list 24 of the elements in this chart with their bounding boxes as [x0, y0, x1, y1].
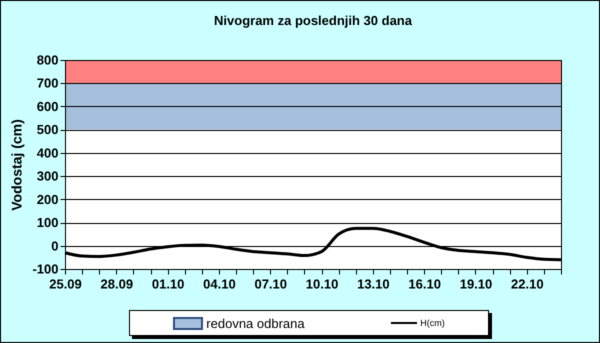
x-tick-label: 22.10 [511, 276, 544, 292]
y-tick-label: 200 [36, 192, 58, 207]
legend-label: redovna odbrana [206, 316, 305, 330]
y-tick-label: 100 [36, 215, 58, 230]
y-tick-label: -100 [32, 262, 58, 276]
y-tick-label: 800 [36, 52, 58, 68]
x-tick-label: 01.10 [152, 276, 184, 292]
y-tick-label: 400 [36, 145, 58, 160]
chart-title: Nivogram za poslednjih 30 dana [214, 13, 413, 28]
y-axis-title: Vodostaj (cm) [8, 119, 24, 211]
x-tick-label: 07.10 [254, 276, 288, 292]
x-tick-label: 04.10 [203, 276, 236, 292]
x-tick-label: 28.09 [100, 276, 134, 292]
y-tick-label: 500 [36, 122, 58, 138]
x-tick-label: 25.09 [49, 276, 82, 292]
y-tick-label: 300 [36, 168, 58, 184]
x-tick-label: 13.10 [357, 276, 390, 292]
y-tick-label: 600 [36, 98, 58, 114]
y-tick-label: 0 [51, 238, 58, 254]
x-tick-label: 10.10 [306, 276, 338, 292]
y-tick-label: 700 [36, 76, 58, 91]
x-tick-label: 16.10 [408, 276, 441, 292]
x-tick-label: 19.10 [460, 276, 492, 292]
legend-label: H(cm) [420, 318, 445, 328]
